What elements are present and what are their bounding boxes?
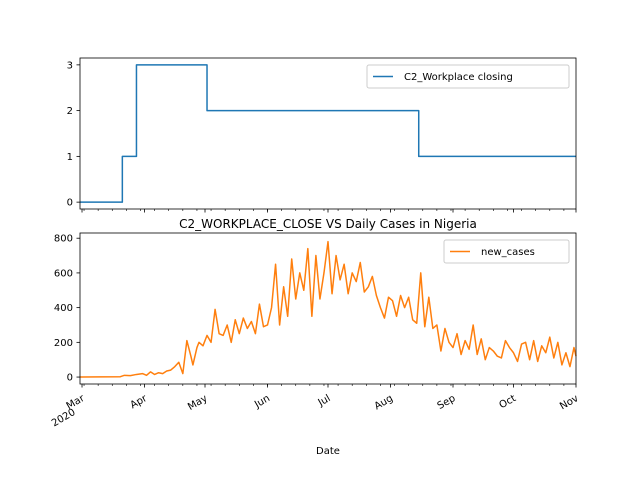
x-tick-label: May [186,393,209,413]
y-tick-label: 2 [67,106,73,117]
x-tick-label: Nov [558,393,580,412]
y-tick-label: 400 [54,303,73,314]
bottom-chart: 0 200 400 600 800 new_cases C2_WORKPLACE_CLOSE… [50,217,581,457]
legend-box [366,64,570,89]
y-tick-label: 800 [54,234,73,245]
x-tick-label: Sep [436,393,458,412]
y-tick-label: 600 [54,268,73,279]
x-tick-label: Apr [129,393,150,412]
legend-label: C2_Workplace closing [404,72,513,83]
series-line-c2-workplace-closing [80,64,576,203]
x-tick-label: Jul [316,393,333,409]
y-tick-label: 1 [67,152,73,163]
legend-label: new_cases [481,247,535,258]
y-tick-label: 0 [67,373,73,384]
x-axis-label: Date [316,446,340,457]
y-tick-label: 0 [67,198,73,209]
chart-title: C2_WORKPLACE_CLOSE VS Daily Cases in Nig… [179,217,477,231]
y-tick-label: 200 [54,338,73,349]
series-line-new-cases [80,240,577,378]
y-tick-label: 3 [67,60,73,71]
legend-box [443,239,570,264]
top-chart: 0 1 2 3 C2_Workplace closing [67,57,577,213]
x-tick-label: Jun [252,393,272,411]
x-tick-sublabel: 2020 [50,407,78,429]
x-tick-label: Oct [498,393,519,411]
x-tick-label: Aug [373,393,395,412]
